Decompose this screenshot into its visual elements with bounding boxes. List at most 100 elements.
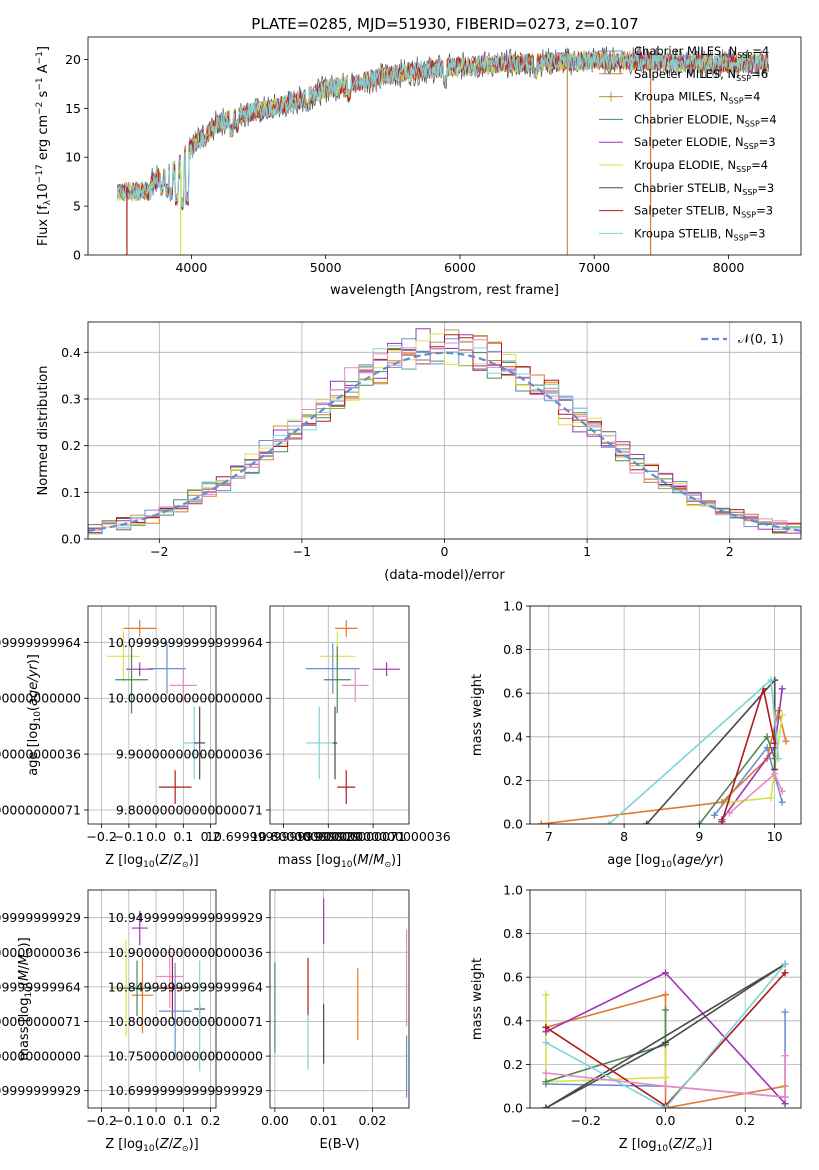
weight_vs_age-xtick-label: 7: [545, 829, 553, 844]
errorbar-point: [158, 957, 187, 1020]
weight_vs_Z-ytick-label: 0.0: [503, 1101, 523, 1116]
age_vs_Z-ylabel: age [log10(age/yr)]: [26, 654, 43, 776]
spectrum-ylabel: Flux [fλ10−17 erg cm−2 s−1 A−1]: [35, 46, 53, 246]
errorbar-point: [169, 668, 197, 703]
errorbar-point: [158, 962, 192, 1060]
weight-marker: [781, 1052, 789, 1060]
errorbar-point: [123, 619, 157, 637]
weight_vs_age-ytick-label: 1.0: [503, 599, 523, 614]
legend-entry-label: Kroupa STELIB, NSSP=3: [634, 226, 765, 242]
age_vs_Z-xtick-label: 0.1: [173, 829, 193, 844]
weight-marker: [662, 1006, 669, 1014]
weight_vs_age-xtick-label: 8: [620, 829, 628, 844]
weight_vs_age-xtick-label: 10: [767, 829, 783, 844]
weight-marker: [605, 820, 613, 824]
spectrum-ytick-label: 10: [65, 150, 81, 165]
residual-histogram: [88, 339, 801, 535]
mass_vs_Z-plot-area: [109, 910, 206, 1072]
mass_vs_ebv-ytick-label: 10.69999999999999929: [108, 1083, 263, 1098]
weight-marker: [778, 798, 786, 806]
weight_vs_Z-xtick-label: 0.0: [656, 1113, 676, 1128]
mass_vs_ebv-xtick-label: 0.00: [261, 1113, 289, 1128]
age_vs_Z-frame: [87, 605, 217, 825]
weight-marker: [662, 1073, 669, 1081]
age_vs_Z-xtick-label: 0.2: [201, 829, 221, 844]
weight-marker: [718, 818, 726, 824]
age_vs_Z-ytick-label: 9.80000000000000071: [0, 803, 81, 818]
weight-marker: [781, 1100, 789, 1108]
mass_vs_ebv-ytick-label: 10.84999999999999964: [108, 979, 263, 994]
weight-marker: [782, 737, 790, 745]
weight-marker: [542, 991, 550, 999]
errorbar-point: [323, 646, 351, 714]
weight_vs_Z-ytick-label: 0.4: [503, 1013, 523, 1028]
age_vs_Z-panel: −0.2−0.10.0 0.1 0.2 9.80000000000000071 9.90…: [0, 605, 221, 870]
weight-marker: [781, 1093, 789, 1101]
errorbar-point: [147, 643, 187, 694]
age_vs_mass-xtick-label: 10.80000000000000071: [251, 829, 406, 844]
weight-marker: [781, 1008, 789, 1016]
mass_vs_Z-ylabel: mass [log10(M/M⊙)]: [17, 937, 34, 1060]
weight-marker: [763, 733, 771, 741]
errorbar-point: [198, 960, 202, 1072]
residuals-xtick-label: −2: [150, 544, 168, 559]
weight-line: [541, 710, 787, 824]
weight_vs_age-xlabel: age [log10(age/yr): [607, 853, 724, 870]
legend-entry-label: Kroupa ELODIE, NSSP=4: [634, 158, 768, 174]
weight-marker: [781, 960, 789, 968]
weight-marker: [537, 820, 545, 824]
weight-line: [545, 963, 786, 1108]
weight-marker: [774, 755, 782, 763]
age_vs_mass-ytick-label: 9.90000000000000036: [116, 747, 263, 762]
age_vs_mass-ytick-label: 10.00000000000000000: [108, 691, 263, 706]
spectrum-xtick-label: 5000: [310, 260, 342, 275]
legend-marker: [606, 91, 616, 102]
errorbar-point: [341, 668, 369, 703]
weight_vs_Z-frame: [529, 889, 802, 1109]
spectrum-ytick-label: 15: [65, 101, 81, 116]
mass_vs_ebv-panel: 0.00 0.01 0.02 10.69999999999999929 10.75000…: [108, 889, 410, 1152]
age_vs_Z-xlabel: Z [log10(Z/Z⊙)]: [105, 853, 199, 870]
spectrum-xtick-label: 6000: [444, 260, 476, 275]
weight_vs_age-ytick-label: 0.8: [503, 642, 523, 657]
errorbar-point: [115, 646, 148, 714]
spectrum-xtick-label: 4000: [175, 260, 207, 275]
weight-marker: [725, 809, 733, 817]
residuals-ytick-label: 0.0: [61, 532, 81, 547]
mass_vs_Z-ytick-label: 10.69999999999999929: [0, 1083, 81, 1098]
spectrum-line-kroupa-stelib: [117, 51, 769, 210]
weight_vs_Z-xtick-label: −0.2: [571, 1113, 601, 1128]
normal-curve: [88, 351, 801, 532]
weight-marker: [662, 969, 669, 977]
spectrum-line-kroupa-elodie: [117, 50, 769, 206]
weight_vs_Z-ytick-label: 0.8: [503, 926, 523, 941]
age_vs_mass-xtick-label: 10.69999999999999929: [206, 829, 361, 844]
age_vs_Z-xtick-label: −0.2: [86, 829, 116, 844]
residuals-plot-area: [88, 328, 801, 538]
errorbar-point: [335, 619, 358, 637]
legend-entry-label: Kroupa MILES, NSSP=4: [634, 90, 760, 106]
weight_vs_age-ytick-label: 0.6: [503, 686, 523, 701]
residuals-xlabel: (data-model)/error: [384, 568, 505, 583]
mass_vs_Z-xtick-label: −0.1: [114, 1113, 144, 1128]
errorbar-point: [156, 945, 184, 1008]
errorbar-point: [107, 631, 140, 682]
mass_vs_Z-ytick-label: 10.94999999999999929: [0, 910, 81, 925]
legend-entry-label: Chabrier MILES, NSSP=4: [634, 44, 769, 60]
weight-line: [713, 745, 783, 816]
residuals-ytick-label: 0.2: [61, 438, 81, 453]
legend-entry-label: 𝒩(0, 1): [738, 331, 784, 346]
weight_vs_age-ylabel: mass weight: [470, 674, 485, 756]
age_vs_Z-xtick-label: −0.1: [114, 829, 144, 844]
errorbar-point: [305, 706, 333, 780]
age_vs_Z-ytick-label: 10.09999999999999964: [0, 635, 81, 650]
spectrum-ytick-label: 5: [73, 199, 81, 214]
errorbar-point: [117, 960, 157, 1016]
errorbar-point: [194, 706, 206, 780]
weight_vs_Z-ytick-label: 1.0: [503, 883, 523, 898]
residuals-xtick-label: 1: [583, 544, 591, 559]
weight_vs_age-ytick-label: 0.4: [503, 729, 523, 744]
weight-marker: [662, 1082, 669, 1090]
figure-title: PLATE=0285, MJD=51930, FIBERID=0273, z=0…: [251, 15, 638, 33]
